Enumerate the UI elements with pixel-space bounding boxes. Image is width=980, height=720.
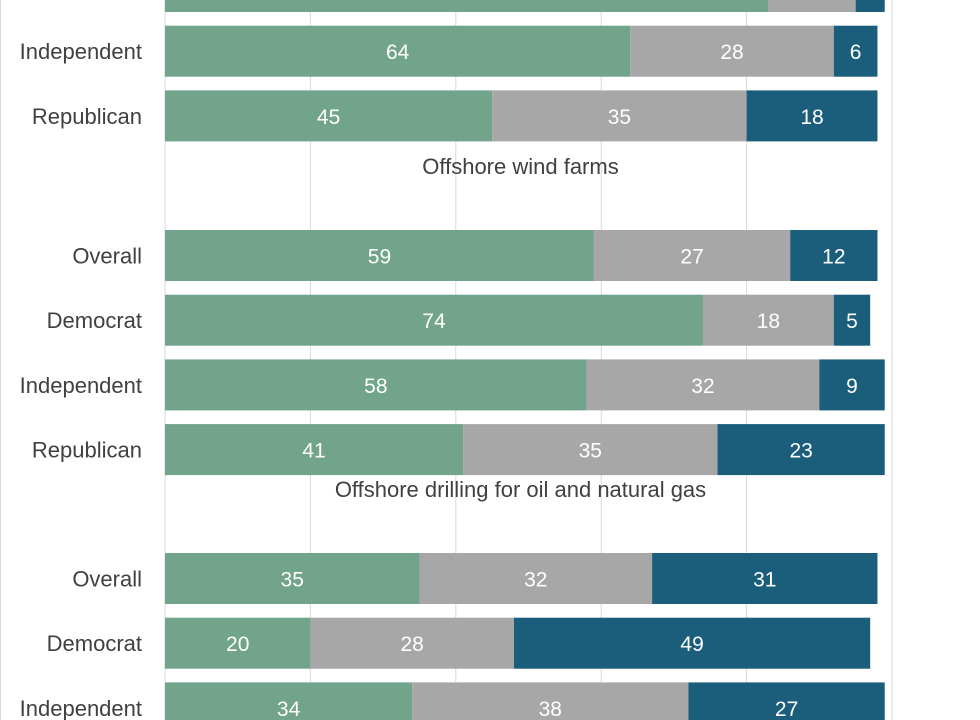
row-label: Independent [20,373,142,398]
bar-segment-neutral [630,25,834,77]
bar-segment-support [165,0,769,12]
data-label-neutral: 35 [579,440,602,463]
bar-segment-neutral [586,359,820,411]
data-label-support: 74 [422,310,446,333]
data-label-support: 20 [226,633,249,656]
data-label-support: 35 [281,569,304,592]
row-label: Democrat [47,308,142,333]
chart-frame-line [0,0,1,720]
data-label-oppose: 31 [753,569,776,592]
group-title: Offshore drilling for oil and natural ga… [335,477,706,502]
group-title: Offshore wind farms [422,154,618,179]
data-label-neutral: 35 [608,106,631,129]
bar-segment-oppose [819,359,885,411]
data-label-neutral: 38 [539,698,562,720]
data-label-oppose: 49 [680,633,703,656]
bar-segment-neutral [412,682,689,720]
data-label-neutral: 28 [401,633,424,656]
data-label-support: 45 [317,106,340,129]
bar-segment-oppose [833,25,878,77]
row-label: Overall [72,567,142,592]
data-label-oppose: 6 [850,41,862,64]
bar-segment-support [165,617,311,669]
bar-segment-oppose [833,294,871,346]
bar-segment-oppose [652,553,878,604]
bar-segment-support [165,424,464,476]
row-label: Republican [32,438,142,463]
labels: Democrat83124Independent64286Republican4… [20,39,862,720]
data-label-neutral: 18 [757,310,780,333]
data-label-support: 41 [302,440,325,463]
data-label-neutral: 32 [524,569,547,592]
bar-segment-support [165,230,594,281]
bar-segment-support [165,25,631,77]
row-label: Republican [32,104,142,129]
bar-segment-oppose [513,617,871,669]
data-label-oppose: 23 [789,440,812,463]
bar-segment-oppose [717,424,885,476]
data-label-oppose: 27 [775,698,798,720]
bar-segment-oppose [688,682,885,720]
data-label-support: 58 [364,375,387,398]
data-label-oppose: 18 [800,106,823,129]
data-label-support: 59 [368,246,391,269]
data-label-support: 34 [277,698,301,720]
bar-segment-support [165,294,703,346]
data-label-support: 64 [386,41,410,64]
bar-segment-support [165,553,420,604]
bar-segment-oppose [746,90,878,142]
row-label: Independent [20,696,142,720]
row-label: Overall [72,244,142,269]
row-label: Democrat [47,631,142,656]
data-label-neutral: 28 [720,41,743,64]
bar-segment-neutral [310,617,514,669]
bar-segment-oppose [790,230,878,281]
data-label-oppose: 12 [822,246,845,269]
bars [165,0,885,720]
bar-segment-neutral [463,424,718,476]
bar-segment-neutral [768,0,856,12]
bar-segment-support [165,90,493,142]
bar-segment-neutral [593,230,791,281]
data-label-oppose: 5 [846,310,858,333]
row-label: Independent [20,39,142,64]
bar-segment-oppose [855,0,885,12]
bar-segment-support [165,682,413,720]
bar-segment-neutral [492,90,747,142]
data-label-neutral: 32 [691,375,714,398]
data-label-neutral: 27 [680,246,703,269]
bar-segment-neutral [702,294,834,346]
bar-segment-support [165,359,587,411]
bar-segment-neutral [419,553,653,604]
data-label-oppose: 9 [846,375,858,398]
